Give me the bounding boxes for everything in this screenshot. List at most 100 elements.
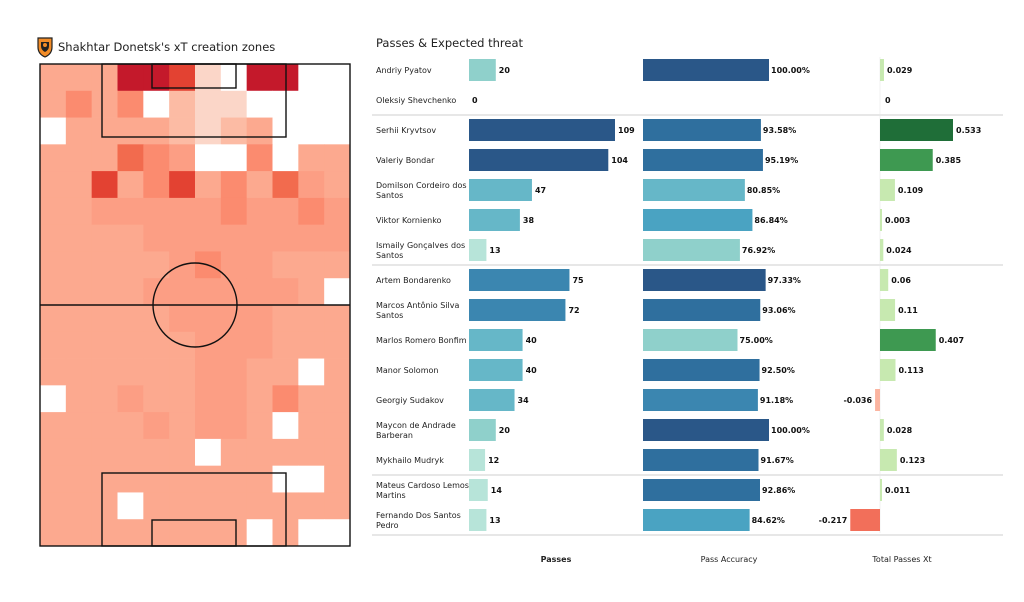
passes-label: 13 — [489, 246, 500, 255]
heatmap-cell — [65, 331, 93, 359]
passes-label: 38 — [523, 216, 535, 225]
accuracy-label: 86.84% — [754, 216, 787, 225]
accuracy-bar — [643, 329, 738, 351]
top-goal-area — [151, 63, 237, 89]
heatmap-cell — [91, 412, 118, 440]
heatmap-cell — [220, 305, 248, 333]
pitch-title: Shakhtar Donetsk's xT creation zones — [58, 40, 276, 54]
heatmap-cell — [117, 438, 144, 467]
heatmap-cell — [117, 224, 144, 252]
accuracy-bar — [643, 479, 760, 501]
xt-bar — [880, 359, 896, 381]
bottom-goal-area — [151, 519, 237, 547]
heatmap-cell — [117, 197, 144, 226]
xt-bar — [880, 209, 882, 231]
heatmap-cell — [65, 385, 93, 413]
passes-bar — [469, 149, 609, 171]
heatmap-cell — [117, 412, 144, 440]
passes-bar — [469, 299, 566, 321]
passes-bar — [469, 119, 615, 141]
heatmap-cell — [117, 305, 144, 333]
heatmap-cell — [195, 197, 222, 226]
heatmap-cell — [246, 305, 273, 333]
xt-label: 0.11 — [898, 306, 918, 315]
heatmap-cell — [195, 117, 222, 145]
heatmap-cell — [169, 278, 196, 306]
accuracy-label: 92.50% — [762, 366, 795, 375]
heatmap-cell — [143, 412, 170, 440]
heatmap-cell — [117, 90, 144, 118]
heatmap-cell — [220, 519, 248, 547]
passes-label: 40 — [526, 366, 538, 375]
heatmap-cell — [143, 144, 170, 172]
heatmap-cell — [40, 251, 67, 279]
xt-label: -0.217 — [819, 516, 848, 525]
xt-label: 0.029 — [887, 66, 913, 75]
table-row: Viktor Kornienko 38 86.84% 0.003 — [376, 209, 910, 231]
column-header: Pass Accuracy — [701, 555, 758, 564]
heatmap-cell — [324, 305, 351, 333]
passes-label: 14 — [491, 486, 503, 495]
xt-bar — [875, 389, 880, 411]
heatmap-cell — [220, 358, 248, 386]
heatmap-cell — [246, 251, 273, 279]
heatmap-cell — [246, 90, 273, 118]
accuracy-bar — [643, 299, 761, 321]
accuracy-label: 100.00% — [771, 66, 810, 75]
heatmap-cell — [117, 144, 144, 172]
heatmap-cell — [220, 412, 248, 440]
centre-circle — [152, 262, 238, 348]
heatmap-cell — [117, 519, 144, 547]
heatmap-cell — [143, 251, 170, 279]
heatmap-cell — [143, 224, 170, 252]
table-row: Mykhailo Mudryk 12 91.67% 0.123 — [376, 449, 925, 471]
heatmap-cell — [169, 117, 196, 145]
heatmap-cell — [40, 492, 67, 520]
heatmap-cell — [220, 117, 248, 145]
player-name: Georgiy Sudakov — [376, 396, 444, 405]
heatmap-cell — [91, 358, 118, 386]
heatmap-cell — [220, 438, 248, 467]
player-name: Domilson Cordeiro dos Santos — [376, 181, 467, 200]
heatmap-cell — [272, 197, 299, 226]
heatmap-cell — [220, 465, 248, 493]
xt-label: 0.06 — [891, 276, 911, 285]
player-name: Andriy Pyatov — [376, 66, 432, 75]
heatmap-cell — [91, 438, 118, 467]
heatmap-cell — [324, 224, 351, 252]
passes-bar — [469, 179, 532, 201]
passes-bar — [469, 419, 496, 441]
player-name: Fernando Dos Santos Pedro — [376, 511, 461, 530]
heatmap-cell — [117, 117, 144, 145]
heatmap-cell — [246, 465, 273, 493]
column-header: Total Passes Xt — [871, 555, 931, 564]
heatmap-cell — [143, 438, 170, 467]
passes-label: 0 — [472, 96, 478, 105]
heatmap-cell — [298, 519, 325, 547]
heatmap-cell — [143, 278, 170, 306]
xt-bar — [850, 509, 880, 531]
heatmap-cell — [65, 90, 93, 118]
table-row: Georgiy Sudakov 34 91.18% -0.036 — [376, 389, 880, 411]
heatmap-cell — [91, 144, 118, 172]
heatmap-cell — [117, 465, 144, 493]
heatmap-cell — [169, 90, 196, 118]
passes-label: 12 — [488, 456, 499, 465]
heatmap-cell — [65, 412, 93, 440]
table-row: Marcos Antônio Silva Santos 72 93.06% 0.11 — [376, 299, 918, 321]
heatmap-cell — [246, 144, 273, 172]
xt-bar — [880, 329, 936, 351]
table-row: Maycon de Andrade Barberan 20 100.00% 0.028 — [376, 419, 913, 441]
xt-bar — [880, 59, 884, 81]
heatmap-cell — [324, 197, 351, 226]
passes-bar — [469, 209, 520, 231]
player-name: Mateus Cardoso Lemos Martins — [376, 481, 469, 500]
heatmap-cell — [272, 412, 299, 440]
passes-bar — [469, 59, 496, 81]
heatmap-cell — [143, 305, 170, 333]
heatmap-cells — [40, 64, 351, 547]
passes-bar — [469, 359, 523, 381]
heatmap-cell — [272, 224, 299, 252]
heatmap-cell — [324, 492, 351, 520]
heatmap-cell — [246, 278, 273, 306]
